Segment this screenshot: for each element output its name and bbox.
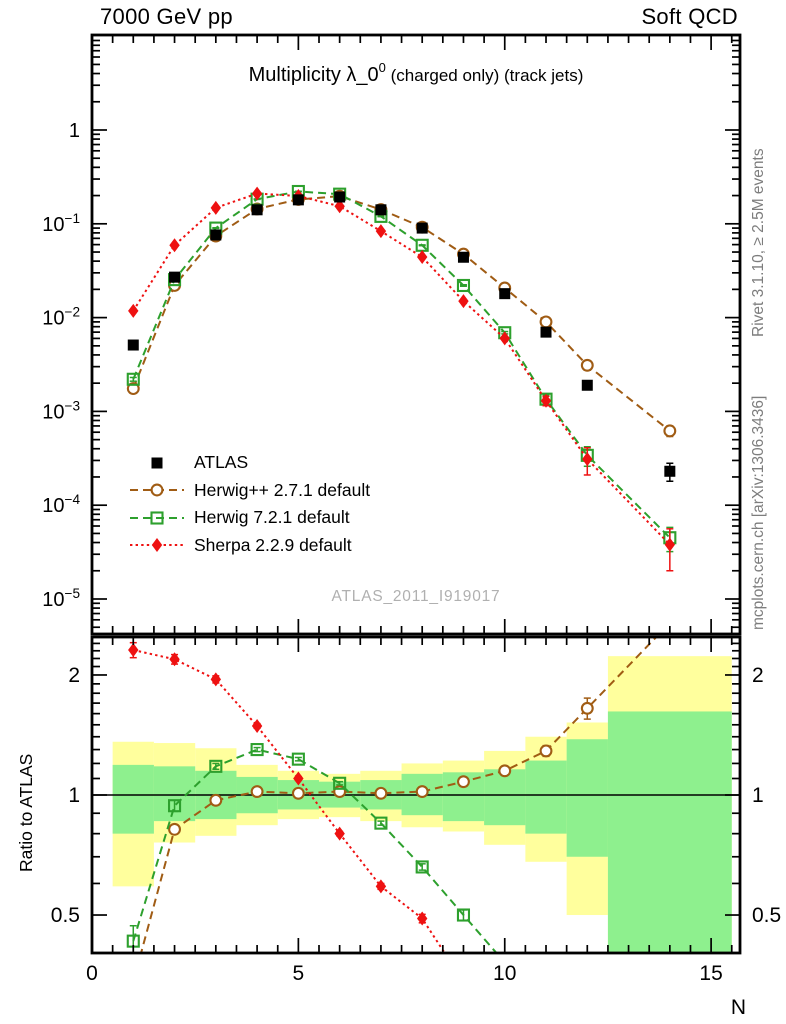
herwigpp-legend-sample-icon (130, 483, 184, 497)
legend-marker-atlas (128, 452, 186, 474)
series-sherpa-main (128, 186, 676, 572)
legend-label-atlas: ATLAS (194, 452, 249, 473)
tick-label: 0.5 (752, 904, 781, 927)
tick-label: 5 (293, 962, 305, 985)
atlas-legend-sample-icon (151, 457, 163, 469)
legend-item-atlas: ATLAS (128, 449, 370, 477)
plot-title-main: Multiplicity λ_0 (248, 64, 379, 86)
legend-label-herwig7: Herwig 7.2.1 default (194, 507, 350, 528)
tick-label: 1 (752, 784, 764, 807)
main-panel-content (126, 184, 677, 572)
plot-title-suffix: (charged only) (track jets) (385, 66, 584, 85)
tick-label: 1 (68, 784, 80, 807)
mcplots-credit: mcplots.cern.ch [arXiv:1306.3436] (750, 395, 767, 630)
uncertainty-band-green (153, 766, 196, 822)
tick-label: 0.5 (51, 904, 80, 927)
ratio-panel-content (92, 637, 740, 953)
rivet-version-credit: Rivet 3.1.10, ≥ 2.5M events (750, 148, 767, 337)
tick-label: 15 (699, 962, 722, 985)
sherpa-legend-sample-icon (130, 538, 184, 553)
uncertainty-band-green (484, 769, 526, 826)
plot-title: Multiplicity λ_00 (charged only) (track … (249, 60, 584, 87)
tick-label: 2 (752, 664, 764, 687)
series-herwig7-ratio (126, 743, 509, 953)
process-group-label: Soft QCD (641, 4, 738, 29)
uncertainty-band-green (112, 764, 154, 834)
analysis-id-watermark: ATLAS_2011_I919017 (331, 588, 501, 605)
x-axis-label: N (730, 996, 746, 1019)
beam-energy-label: 7000 GeV pp (100, 4, 233, 29)
herwig7-legend-sample-icon (130, 511, 184, 525)
tick-label: 2 (68, 664, 80, 687)
tick-label: 10−1 (42, 211, 80, 236)
legend-label-herwigpp: Herwig++ 2.7.1 default (194, 479, 371, 500)
plot-title-superscript: 0 (378, 60, 386, 75)
tick-label: 10 (493, 962, 516, 985)
tick-label: 10−3 (42, 398, 80, 423)
tick-label: 0 (86, 962, 98, 985)
uncertainty-band-green (607, 711, 732, 953)
legend-marker-herwig7 (128, 507, 186, 529)
legend-item-herwigpp: Herwig++ 2.7.1 default (128, 477, 370, 505)
ratio-frame (90, 635, 742, 955)
uncertainty-band-green (525, 760, 567, 834)
ratio-axis-label: Ratio to ATLAS (16, 753, 36, 872)
main-frame (90, 33, 742, 636)
tick-label: 1 (69, 120, 80, 142)
series-sherpa-ratio (128, 641, 446, 953)
series-atlas-main (127, 191, 676, 483)
legend-label-sherpa: Sherpa 2.2.9 default (194, 534, 352, 555)
tick-label: 10−4 (42, 492, 80, 517)
series-herwigpp-ratio (140, 637, 658, 953)
tick-label: 10−2 (42, 305, 80, 330)
legend: ATLAS Herwig++ 2.7.1 default Herwig 7.2.… (128, 449, 370, 559)
tick-label: 10−5 (42, 586, 80, 611)
legend-marker-herwigpp (128, 479, 186, 501)
legend-marker-sherpa (128, 534, 186, 556)
uncertainty-band-green (566, 739, 608, 857)
legend-item-sherpa: Sherpa 2.2.9 default (128, 532, 370, 560)
legend-item-herwig7: Herwig 7.2.1 default (128, 504, 370, 532)
axis-tick-labels: 1 10−1 10−2 10−3 10−4 10−5 2 2 1 1 0.5 0.5 0 5 10 15 (42, 120, 781, 985)
